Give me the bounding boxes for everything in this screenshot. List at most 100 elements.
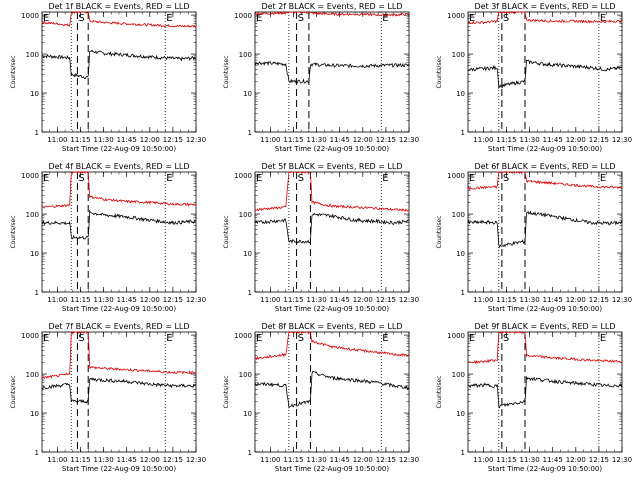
time-marker-label: E <box>469 333 475 344</box>
panel-det-9: Det 9f BLACK = Events, RED = LLD 1 10 100 10… <box>436 322 632 473</box>
x-tick-label: 12:00 <box>140 136 160 144</box>
lld-series-line <box>467 171 623 191</box>
x-tick-label: 11:30 <box>307 136 327 144</box>
x-tick-label: 11:30 <box>94 136 114 144</box>
x-tick-label: 12:00 <box>566 296 586 304</box>
y-tick-label: 10 <box>243 410 252 418</box>
x-tick-label: 11:45 <box>330 456 350 464</box>
y-axis-label: Counts/sec <box>436 215 443 248</box>
x-tick-label: 11:00 <box>260 296 280 304</box>
x-tick-label: 11:15 <box>70 456 90 464</box>
y-tick-label: 100 <box>452 51 465 59</box>
x-tick-label: 12:00 <box>353 136 373 144</box>
time-marker-label: E <box>600 333 606 344</box>
x-tick-label: 12:00 <box>140 296 160 304</box>
y-tick-label: 1000 <box>234 12 252 20</box>
events-series-line <box>254 60 410 84</box>
panel-title: Det 7f BLACK = Events, RED = LLD <box>48 322 189 331</box>
y-tick-label: 1000 <box>234 332 252 340</box>
x-tick-label: 11:00 <box>47 136 67 144</box>
x-axis-label: Start Time (22-Aug-09 10:50:00) <box>62 305 176 313</box>
y-tick-label: 100 <box>26 371 39 379</box>
y-tick-label: 100 <box>26 211 39 219</box>
panel-title: Det 1f BLACK = Events, RED = LLD <box>48 2 189 11</box>
time-marker-label: E <box>166 13 172 24</box>
x-tick-label: 12:30 <box>399 296 419 304</box>
time-marker-label: S <box>503 333 509 344</box>
y-tick-label: 1 <box>35 129 39 137</box>
x-tick-label: 12:00 <box>566 456 586 464</box>
x-tick-label: 11:30 <box>307 296 327 304</box>
lld-series-line <box>254 10 410 18</box>
y-tick-label: 1 <box>248 289 252 297</box>
time-marker-label: E <box>382 333 388 344</box>
events-series-line <box>41 377 197 404</box>
y-tick-label: 100 <box>239 371 252 379</box>
y-tick-label: 1 <box>461 289 465 297</box>
x-axis-label: Start Time (22-Aug-09 10:50:00) <box>275 145 389 153</box>
time-marker-label: S <box>298 173 304 184</box>
x-axis-label: Start Time (22-Aug-09 10:50:00) <box>275 465 389 473</box>
panel-title: Det 9f BLACK = Events, RED = LLD <box>474 322 615 331</box>
y-tick-label: 10 <box>456 250 465 258</box>
x-tick-label: 12:00 <box>566 136 586 144</box>
y-tick-label: 100 <box>452 211 465 219</box>
time-marker-label: E <box>166 333 172 344</box>
events-series-line <box>467 59 623 90</box>
y-tick-label: 1 <box>461 449 465 457</box>
time-marker-label: E <box>469 13 475 24</box>
x-tick-label: 11:45 <box>543 296 563 304</box>
y-tick-label: 1 <box>35 449 39 457</box>
y-tick-label: 10 <box>456 410 465 418</box>
lld-series-line <box>254 171 410 212</box>
x-axis-label: Start Time (22-Aug-09 10:50:00) <box>488 145 602 153</box>
events-series-line <box>467 210 623 248</box>
y-tick-label: 1000 <box>21 12 39 20</box>
x-axis-label: Start Time (22-Aug-09 10:50:00) <box>275 305 389 313</box>
panel-title: Det 6f BLACK = Events, RED = LLD <box>474 162 615 171</box>
time-marker-label: E <box>600 13 606 24</box>
y-axis-label: Counts/sec <box>10 55 17 88</box>
x-tick-label: 11:45 <box>330 136 350 144</box>
y-tick-label: 1000 <box>21 332 39 340</box>
y-axis-label: Counts/sec <box>10 215 17 248</box>
x-tick-label: 12:15 <box>376 296 396 304</box>
x-tick-label: 11:30 <box>307 456 327 464</box>
time-marker-label: S <box>78 173 84 184</box>
x-tick-label: 12:00 <box>140 456 160 464</box>
y-tick-label: 1 <box>461 129 465 137</box>
panel-det-8: Det 8f BLACK = Events, RED = LLD 1 10 100 10… <box>223 322 419 473</box>
y-axis-label: Counts/sec <box>436 375 443 408</box>
x-tick-label: 12:30 <box>186 136 206 144</box>
panel-det-3: Det 3f BLACK = Events, RED = LLD 1 10 100 10… <box>436 2 632 153</box>
panel-det-2: Det 2f BLACK = Events, RED = LLD 1 10 100 10… <box>223 2 419 153</box>
x-tick-label: 11:15 <box>496 456 516 464</box>
x-tick-label: 11:15 <box>496 136 516 144</box>
time-marker-label: E <box>382 173 388 184</box>
x-axis-label: Start Time (22-Aug-09 10:50:00) <box>488 465 602 473</box>
x-tick-label: 12:30 <box>399 456 419 464</box>
plot-frame <box>254 11 410 133</box>
y-tick-label: 1000 <box>447 12 465 20</box>
x-axis-label: Start Time (22-Aug-09 10:50:00) <box>62 465 176 473</box>
events-series-line <box>41 49 197 80</box>
y-tick-label: 10 <box>456 90 465 98</box>
x-tick-label: 11:15 <box>496 296 516 304</box>
time-marker-label: E <box>256 13 262 24</box>
lld-series-line <box>41 331 196 380</box>
x-tick-label: 11:00 <box>473 136 493 144</box>
x-tick-label: 11:15 <box>70 136 90 144</box>
panel-title: Det 4f BLACK = Events, RED = LLD <box>48 162 189 171</box>
panel-det-4: Det 4f BLACK = Events, RED = LLD 1 10 100 10… <box>10 162 206 313</box>
plot-frame <box>41 171 197 293</box>
x-tick-label: 11:00 <box>260 456 280 464</box>
x-tick-label: 12:15 <box>589 136 609 144</box>
x-tick-label: 12:15 <box>376 136 396 144</box>
panel-title: Det 3f BLACK = Events, RED = LLD <box>474 2 615 11</box>
time-marker-label: S <box>503 13 509 24</box>
panel-det-5: Det 5f BLACK = Events, RED = LLD 1 10 100 10… <box>223 162 419 313</box>
lld-series-line <box>42 171 197 209</box>
events-series-line <box>254 212 410 245</box>
x-tick-label: 12:15 <box>163 456 183 464</box>
